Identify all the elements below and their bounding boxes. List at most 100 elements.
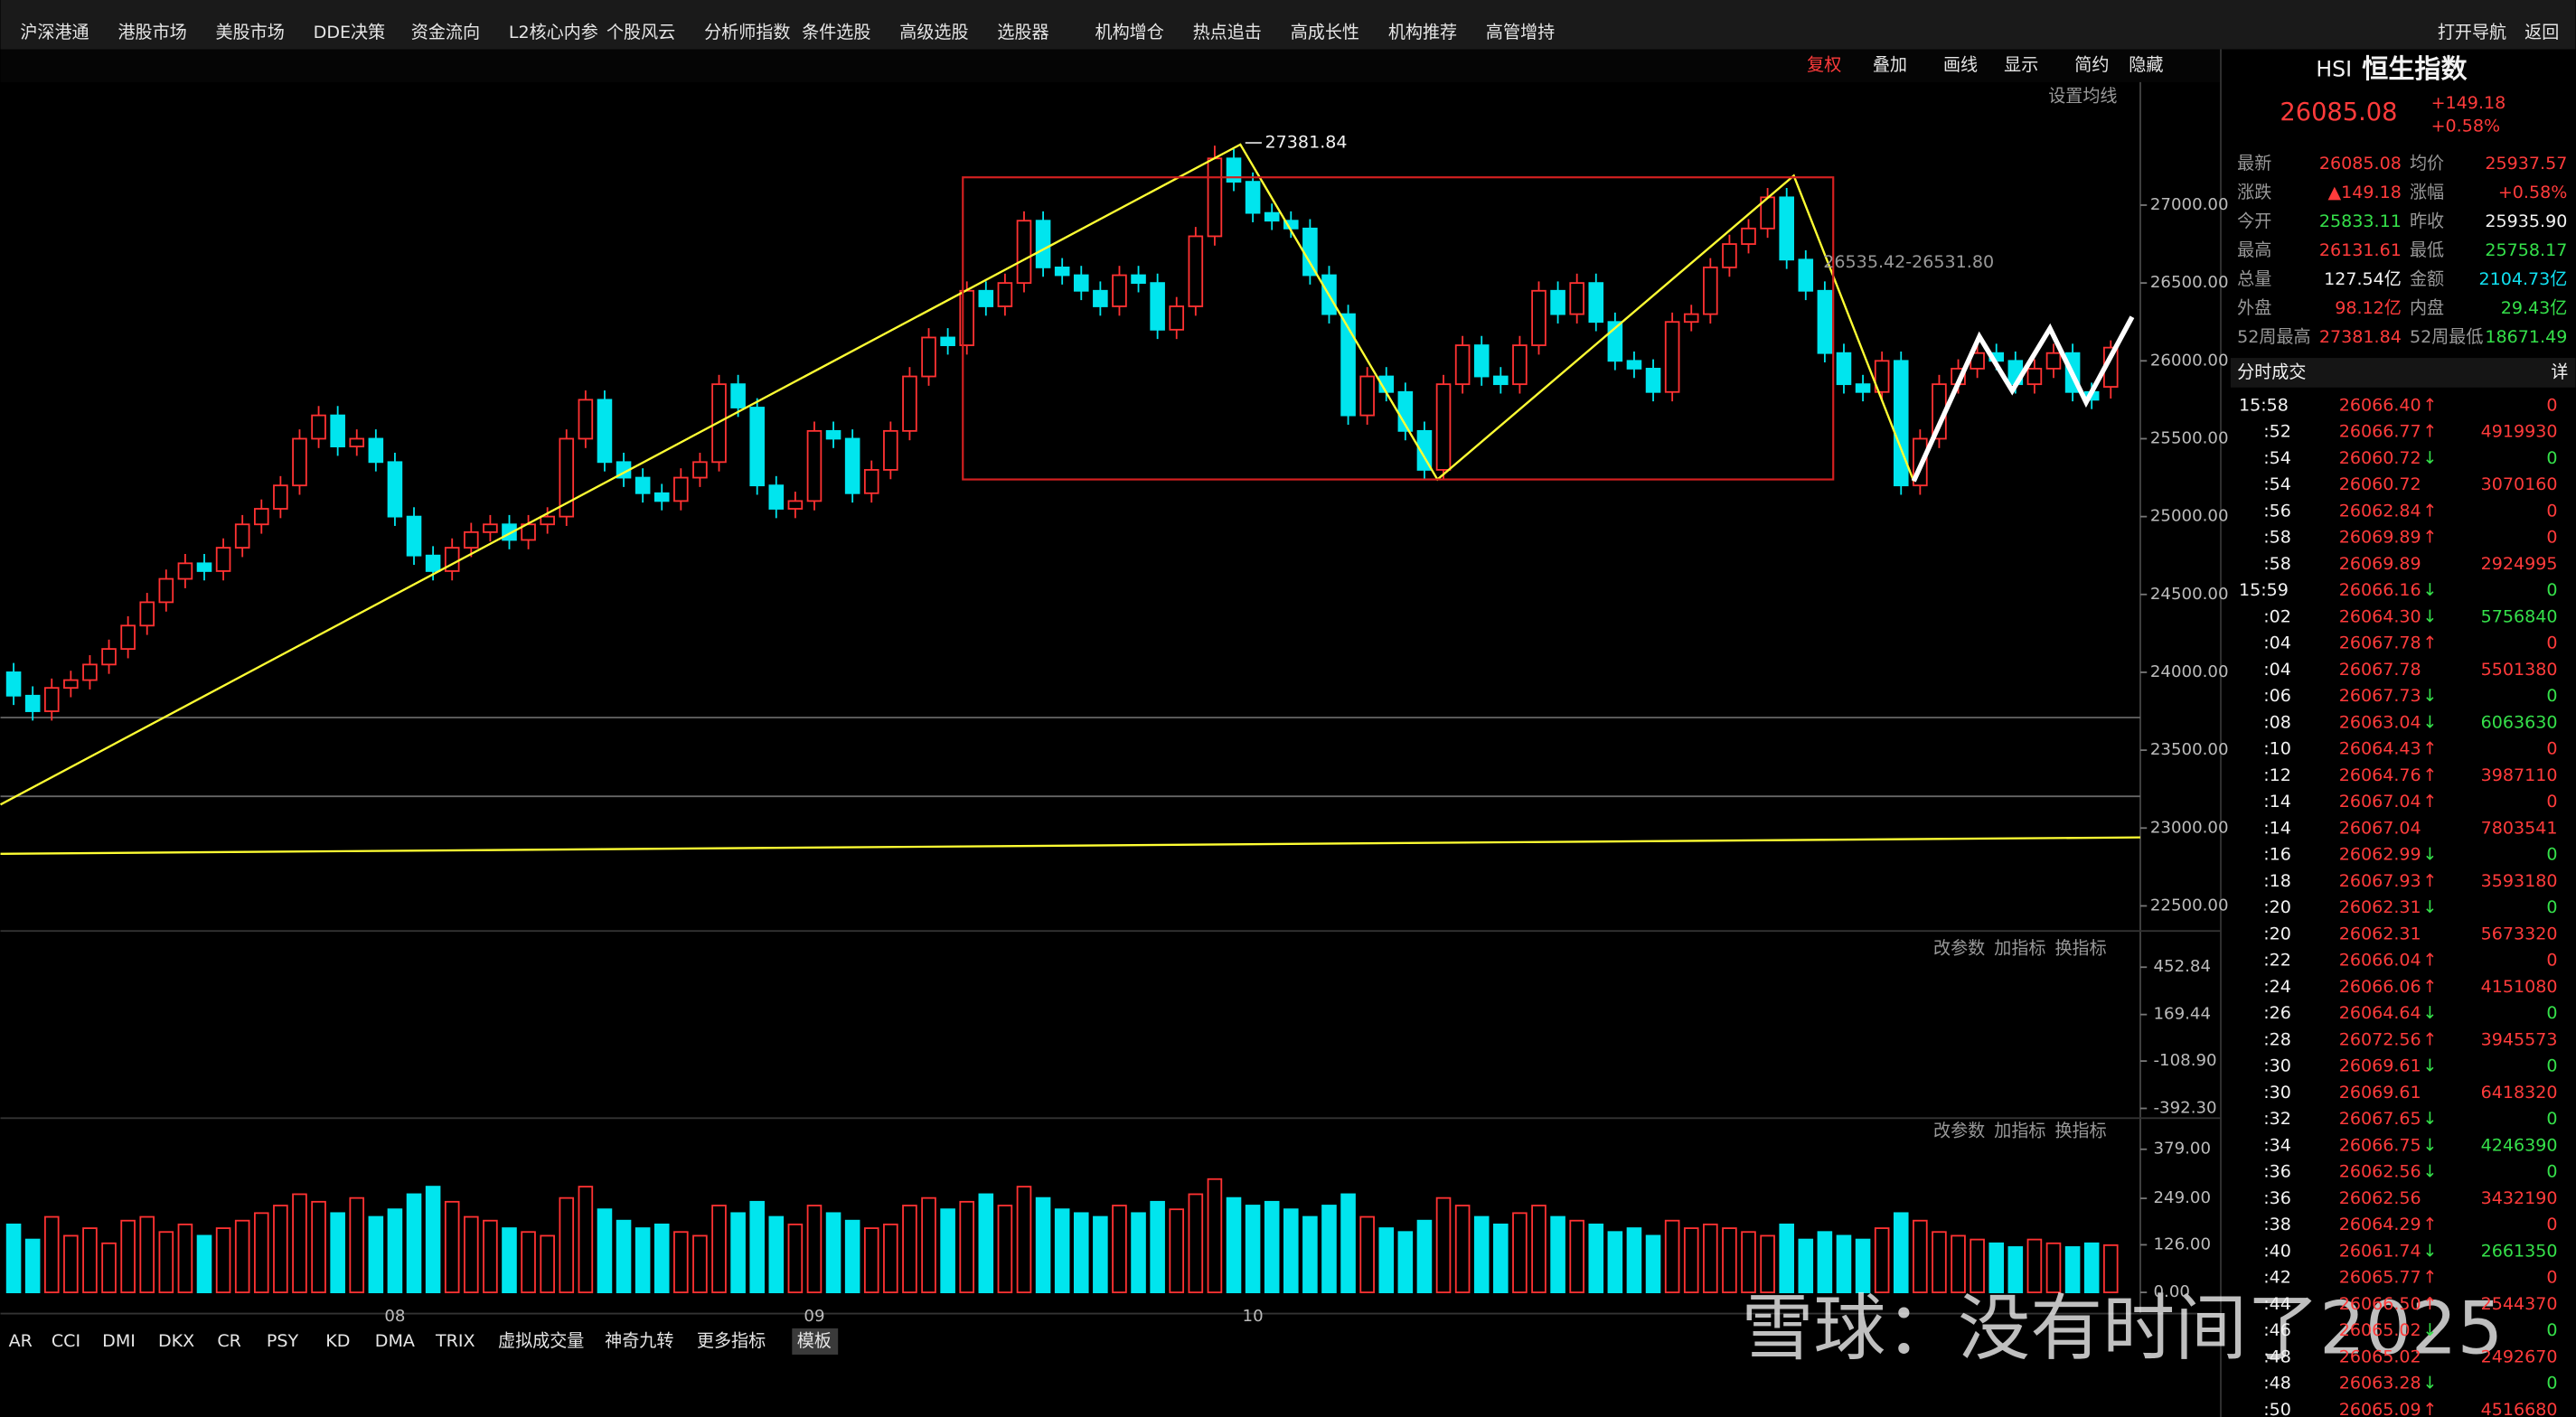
indicator-tab[interactable]: DKX bbox=[158, 1331, 194, 1351]
menu-item[interactable]: L2核心内参 bbox=[509, 23, 598, 42]
indicator-tab[interactable]: 更多指标 bbox=[697, 1331, 766, 1351]
candle-body bbox=[1473, 344, 1490, 378]
nav-item[interactable]: 打开导航 bbox=[2438, 23, 2506, 42]
menu-item[interactable]: 沪深港通 bbox=[20, 23, 89, 42]
menu-item[interactable]: 热点追击 bbox=[1193, 23, 1262, 42]
indicator-tab[interactable]: 虚拟成交量 bbox=[498, 1331, 584, 1351]
toolbar-button[interactable]: 叠加 bbox=[1873, 55, 1907, 75]
menu-item[interactable]: 机构增仓 bbox=[1095, 23, 1164, 42]
ma-setting[interactable]: 设置均线 bbox=[2048, 87, 2117, 107]
stat-label: 总量 bbox=[2237, 269, 2271, 289]
candle-body bbox=[1207, 157, 1223, 238]
volume-bar bbox=[425, 1186, 441, 1294]
volume-bar bbox=[1951, 1234, 1966, 1294]
candle-body bbox=[292, 437, 307, 487]
menu-item[interactable]: 个股风云 bbox=[606, 23, 675, 42]
volume-bar bbox=[978, 1193, 994, 1294]
trade-time: :40 bbox=[2263, 1241, 2291, 1261]
candle-body bbox=[120, 624, 136, 651]
toolbar-button[interactable]: 画线 bbox=[1943, 55, 1978, 75]
indicator-tab[interactable]: TRIX bbox=[435, 1331, 475, 1351]
indicator-tab[interactable]: PSY bbox=[267, 1331, 299, 1351]
panel-tool[interactable]: 换指标 bbox=[2055, 939, 2107, 959]
trade-price: 26066.04 bbox=[2339, 951, 2421, 971]
volume-bar bbox=[1569, 1219, 1584, 1294]
panel-tool[interactable]: 换指标 bbox=[2055, 1121, 2107, 1140]
menu-item[interactable]: 高级选股 bbox=[899, 23, 968, 42]
menu-item[interactable]: 分析师指数 bbox=[704, 23, 790, 42]
volume-bar bbox=[1798, 1238, 1814, 1294]
menu-item[interactable]: 港股市场 bbox=[118, 23, 186, 42]
volume-bar bbox=[1264, 1200, 1280, 1294]
trade-volume: 3987110 bbox=[2481, 765, 2558, 785]
volume-bar bbox=[1893, 1212, 1909, 1294]
candle-body bbox=[1664, 321, 1680, 393]
volume-bar bbox=[749, 1200, 765, 1294]
indicator-tab[interactable]: AR bbox=[9, 1331, 33, 1351]
trade-volume: 3593180 bbox=[2481, 871, 2558, 891]
candle-body bbox=[234, 523, 250, 549]
volume-bar bbox=[483, 1219, 498, 1294]
menu-item[interactable]: 条件选股 bbox=[802, 23, 870, 42]
candle-body bbox=[1798, 258, 1814, 292]
candle-body bbox=[349, 437, 365, 447]
trade-arrow: ↑ bbox=[2422, 1268, 2437, 1288]
candle-body bbox=[1741, 227, 1756, 245]
menu-item[interactable]: 高成长性 bbox=[1291, 23, 1359, 42]
menu-item[interactable]: DDE决策 bbox=[314, 23, 386, 42]
toolbar-button[interactable]: 简约 bbox=[2074, 55, 2109, 75]
indicator-tab[interactable]: KD bbox=[325, 1331, 350, 1351]
trade-price: 26067.73 bbox=[2339, 686, 2421, 706]
candle-body bbox=[1588, 282, 1604, 324]
candle-body bbox=[673, 476, 689, 502]
volume-bar bbox=[711, 1205, 727, 1294]
detail-button[interactable]: 详 bbox=[2551, 362, 2568, 382]
indicator-tab[interactable]: DMI bbox=[102, 1331, 136, 1351]
trade-volume: 0 bbox=[2546, 528, 2557, 548]
candle-body bbox=[1893, 360, 1909, 487]
candle-body bbox=[1722, 243, 1737, 268]
trade-time: 15:59 bbox=[2239, 580, 2289, 600]
volume-bar bbox=[1550, 1215, 1565, 1294]
trade-volume: 2661350 bbox=[2481, 1241, 2558, 1261]
trade-time: :54 bbox=[2263, 474, 2291, 494]
volume-bar bbox=[1588, 1223, 1604, 1294]
candle-body bbox=[559, 437, 575, 518]
volume-bar bbox=[616, 1219, 632, 1294]
quote-last: 26085.08 bbox=[2280, 99, 2397, 127]
volume-bar bbox=[768, 1215, 785, 1294]
menu-item[interactable]: 美股市场 bbox=[216, 23, 285, 42]
volume-bar bbox=[635, 1227, 651, 1294]
volume-bar bbox=[653, 1223, 670, 1294]
menu-item[interactable]: 资金流向 bbox=[411, 23, 480, 42]
indicator-tab[interactable]: CCI bbox=[52, 1331, 80, 1351]
indicator-tab[interactable]: 模板 bbox=[797, 1331, 832, 1351]
volume-bar bbox=[540, 1234, 555, 1294]
toolbar-button[interactable]: 显示 bbox=[2004, 55, 2038, 75]
candle-body bbox=[1226, 157, 1242, 183]
toolbar-button[interactable]: 隐藏 bbox=[2129, 55, 2163, 75]
toolbar-button[interactable]: 复权 bbox=[1807, 55, 1841, 75]
trade-volume: 5756840 bbox=[2481, 606, 2558, 626]
menu-item[interactable]: 高管增持 bbox=[1486, 23, 1555, 42]
indicator-tab[interactable]: DMA bbox=[375, 1331, 415, 1351]
menu-item[interactable]: 机构推荐 bbox=[1388, 23, 1457, 42]
panel-tool[interactable]: 加指标 bbox=[1994, 1121, 2045, 1140]
trade-price: 26067.04 bbox=[2339, 818, 2421, 838]
candle-body bbox=[387, 461, 403, 518]
candle-body bbox=[1569, 282, 1584, 315]
nav-item[interactable]: 返回 bbox=[2524, 23, 2559, 42]
trade-time: :56 bbox=[2263, 501, 2291, 521]
stat-value: 27381.84 bbox=[2319, 327, 2402, 347]
trade-time: :34 bbox=[2263, 1135, 2291, 1155]
candle-body bbox=[978, 289, 994, 307]
indicator-tab[interactable]: CR bbox=[217, 1331, 241, 1351]
candle-body bbox=[1836, 352, 1852, 386]
indicator-tab[interactable]: 神奇九转 bbox=[605, 1331, 673, 1351]
panel-tool[interactable]: 加指标 bbox=[1994, 939, 2045, 959]
menu-item[interactable]: 选股器 bbox=[997, 23, 1048, 42]
trade-price: 26062.31 bbox=[2339, 924, 2421, 943]
panel-tool[interactable]: 改参数 bbox=[1933, 939, 1985, 959]
panel-tool[interactable]: 改参数 bbox=[1933, 1121, 1985, 1140]
